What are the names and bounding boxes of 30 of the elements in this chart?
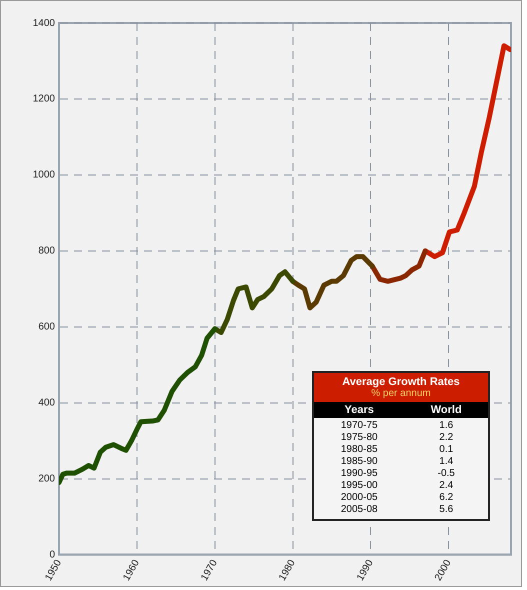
annotation: % per annum xyxy=(370,388,432,399)
annotation: 2.4 xyxy=(438,480,454,492)
annotation: 1985-90 xyxy=(340,456,379,468)
annotation: 2005-08 xyxy=(340,504,379,516)
y-tick-label: 1400 xyxy=(32,18,56,29)
annotation: Years xyxy=(344,404,375,416)
annotation: -0.5 xyxy=(436,468,456,480)
table-header: Average Growth Rates % per annum xyxy=(314,373,488,402)
annotation: 1995-00 xyxy=(340,480,379,492)
y-tick-label: 600 xyxy=(38,322,56,333)
y-tick-label: 800 xyxy=(38,246,56,257)
y-tick-label: 1000 xyxy=(32,170,56,181)
y-tick-label: 1200 xyxy=(32,94,56,105)
annotation: 2.2 xyxy=(438,432,454,444)
annotation: 1975-80 xyxy=(340,432,379,444)
annotation: 1990-95 xyxy=(340,468,379,480)
annotation: World xyxy=(430,404,463,416)
annotation: 1.6 xyxy=(438,420,454,432)
annotation: 1.4 xyxy=(438,456,454,468)
annotation: 2000-05 xyxy=(340,492,379,504)
y-tick-label: 200 xyxy=(38,474,56,485)
annotation: 5.6 xyxy=(438,504,454,516)
annotation: 0.1 xyxy=(438,444,454,456)
annotation: 6.2 xyxy=(438,492,454,504)
annotation: 1980-85 xyxy=(340,444,379,456)
annotation: Average Growth Rates xyxy=(341,376,461,388)
table-column-header: Years World xyxy=(314,402,488,418)
annotation: 1970-75 xyxy=(340,420,379,432)
y-tick-label: 400 xyxy=(38,398,56,409)
y-tick-label: 0 xyxy=(49,549,56,560)
